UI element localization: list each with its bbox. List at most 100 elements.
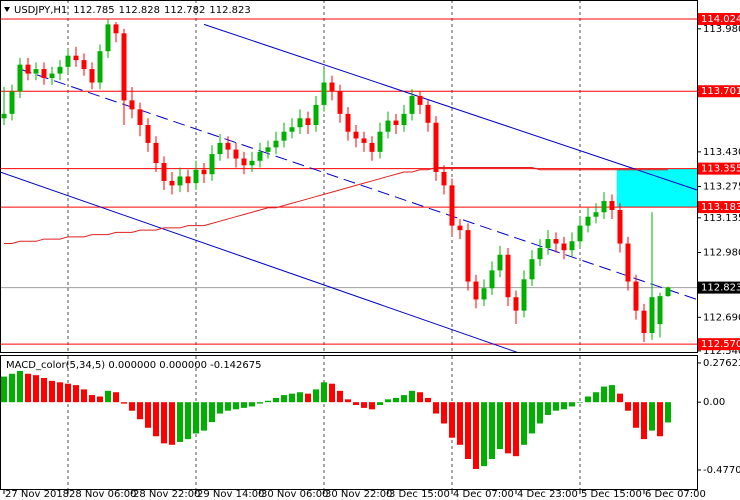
macd-bar [649,402,655,431]
macd-bar [129,402,135,411]
macd-bar [617,393,623,403]
candle-body [345,113,351,132]
macd-bar [329,383,335,403]
candle-body [569,241,575,251]
macd-bar [81,389,87,403]
candle-body [441,171,447,186]
candle-body [105,24,111,52]
current-price-label: 112.823 [701,283,740,294]
macd-bar [265,400,271,403]
candle-body [201,169,207,175]
candle-body [129,100,135,110]
macd-bar [481,402,487,467]
macd-y-tick-label: 0.276239 [703,358,740,369]
macd-bar [257,402,263,404]
macd-bar [225,402,231,411]
macd-bar [409,390,415,403]
macd-bar [553,402,559,411]
x-tick-label: 28 Nov 22:00 [133,489,200,500]
candle-body [665,287,671,297]
macd-bar [185,402,191,440]
macd-bar [105,390,111,403]
macd-bar [369,402,375,410]
candle-body [641,310,647,333]
candle-body [257,151,263,161]
macd-bar [89,395,95,403]
channel-line [203,23,697,191]
channel-line [0,171,517,353]
macd-bar [41,378,47,403]
macd-y-tick-label: 0.00 [703,397,725,408]
x-tick-label: 27 Nov 2018 [5,489,69,500]
macd-bar [17,370,23,403]
candle-body [433,122,439,172]
y-tick-label: 112.980 [703,247,740,258]
level-label-box [697,13,740,26]
candle-body [177,176,183,186]
candle-body [609,201,615,210]
macd-bar [473,402,479,469]
macd-bar [177,402,183,442]
macd-bar [121,402,127,404]
macd-bar [609,385,615,403]
macd-bar [9,373,15,403]
macd-bar [513,402,519,457]
candle-body [265,147,271,152]
level-label: 113.355 [701,164,740,175]
close: 112.823 [209,5,250,16]
macd-bar [97,396,103,403]
y-tick-label: 113.275 [703,182,740,193]
macd-bar [377,402,383,406]
candle-body [89,69,95,83]
x-tick-label: 30 Nov 22:00 [325,489,392,500]
macd-bar [361,402,367,408]
macd-bar [241,402,247,408]
level-label-box [697,85,740,98]
macd-bar [25,373,31,403]
macd-bar [449,402,455,438]
macd-bar [633,402,639,428]
candle-body [585,216,591,226]
candle-body [113,24,119,34]
macd-bar [49,380,55,403]
candle-body [545,239,551,249]
candle-body [33,69,39,74]
y-tick-label: 113.430 [703,147,740,158]
arrow-icon [4,7,10,12]
macd-title: MACD_color(5,34,5) 0.000000 0.000000 -0.… [6,360,262,371]
macd-bar [385,399,391,403]
macd-bar [441,402,447,424]
candle-body [537,248,543,260]
macd-bar [585,396,591,403]
candle-body [361,138,367,143]
candle-body [385,120,391,132]
macd-bar [353,402,359,406]
x-tick-label: 4 Dec 07:00 [453,489,514,500]
candle-body [169,180,175,186]
candle-body [57,66,63,74]
macd-bar [537,402,543,424]
candle-body [273,140,279,148]
candle-body [649,297,655,333]
candle-body [337,91,343,114]
candle-body [489,270,495,289]
candle-body [145,125,151,143]
macd-bar [289,393,295,403]
candle-body [425,104,431,123]
candle-body [369,142,375,152]
macd-bar [233,402,239,410]
macd-bar [657,402,663,437]
candle-body [209,154,215,175]
open: 112.785 [73,5,114,16]
candle-body [217,142,223,155]
y-tick-label: 112.690 [703,312,740,323]
macd-bar [281,395,287,403]
low: 112.782 [164,5,205,16]
symbol: USDJPY,H1 [14,5,67,16]
high: 112.828 [119,5,160,16]
macd-bar [425,397,431,403]
candle-body [553,239,559,244]
macd-bar [505,402,511,454]
macd-bar [273,397,279,403]
